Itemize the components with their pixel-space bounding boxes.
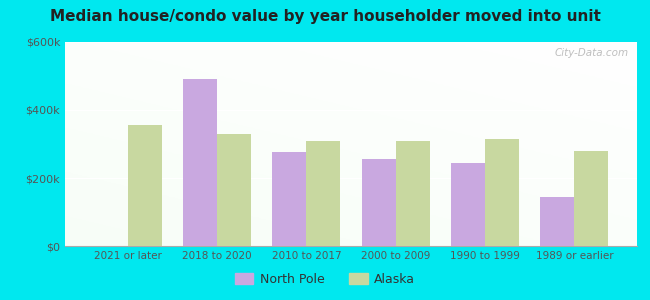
Text: Median house/condo value by year householder moved into unit: Median house/condo value by year househo… xyxy=(49,9,601,24)
Bar xyxy=(183,80,217,246)
Bar xyxy=(217,134,251,246)
Bar xyxy=(485,139,519,246)
Bar xyxy=(540,197,575,246)
Bar xyxy=(127,125,161,246)
Bar xyxy=(306,141,341,246)
Bar xyxy=(451,163,485,246)
Bar xyxy=(396,141,430,246)
Legend: North Pole, Alaska: North Pole, Alaska xyxy=(229,268,421,291)
Bar xyxy=(575,151,608,246)
Bar xyxy=(361,159,396,246)
Bar xyxy=(272,152,306,246)
Text: City-Data.com: City-Data.com xyxy=(554,48,629,58)
